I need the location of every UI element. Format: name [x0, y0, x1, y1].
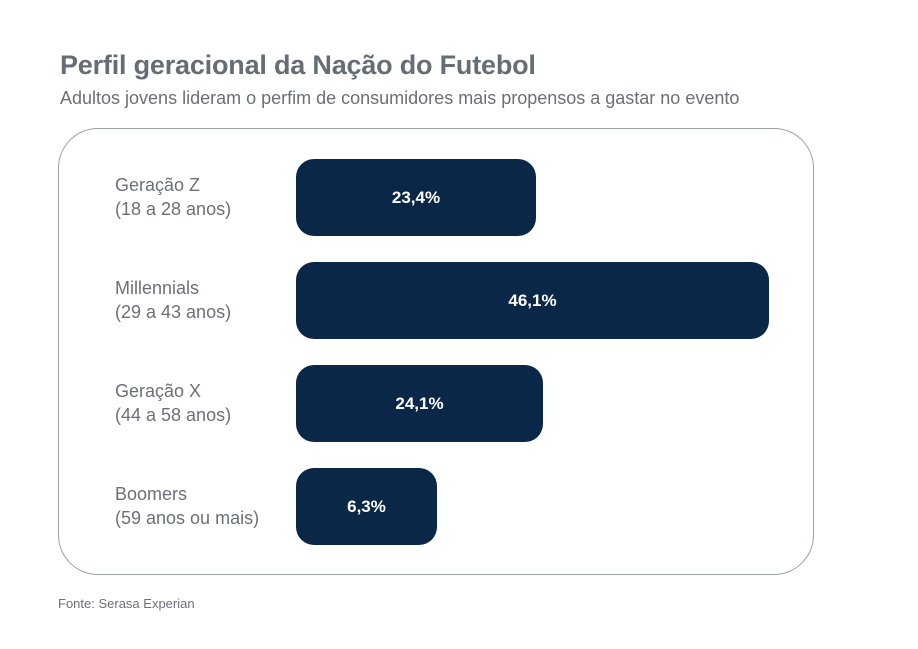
category-age-range: (59 anos ou mais) — [115, 508, 260, 528]
bar: 46,1% — [296, 262, 769, 339]
category-name: Geração X — [115, 381, 202, 401]
chart-subtitle: Adultos jovens lideram o perfim de consu… — [60, 88, 740, 108]
category-label: Geração Z (18 a 28 anos) — [115, 173, 231, 221]
category-age-range: (44 a 58 anos) — [115, 405, 232, 425]
bar-value-label: 6,3% — [347, 496, 386, 516]
bar-value-label: 24,1% — [395, 393, 444, 413]
bar: 24,1% — [296, 365, 543, 442]
bar: 23,4% — [296, 159, 536, 236]
source-note: Fonte: Serasa Experian — [58, 596, 195, 611]
category-age-range: (18 a 28 anos) — [115, 199, 232, 219]
chart-panel — [58, 128, 814, 575]
bar: 6,3% — [296, 468, 437, 545]
category-age-range: (29 a 43 anos) — [115, 302, 232, 322]
chart-title: Perfil geracional da Nação do Futebol — [60, 50, 536, 80]
category-name: Boomers — [115, 484, 188, 504]
category-name: Geração Z — [115, 175, 201, 195]
category-name: Millennials — [115, 278, 200, 298]
bar-value-label: 23,4% — [391, 187, 441, 207]
bar-value-label: 46,1% — [508, 290, 557, 310]
category-label: Geração X (44 a 58 anos) — [115, 379, 231, 427]
category-label: Millennials (29 a 43 anos) — [115, 276, 231, 324]
category-label: Boomers (59 anos ou mais) — [115, 482, 259, 530]
